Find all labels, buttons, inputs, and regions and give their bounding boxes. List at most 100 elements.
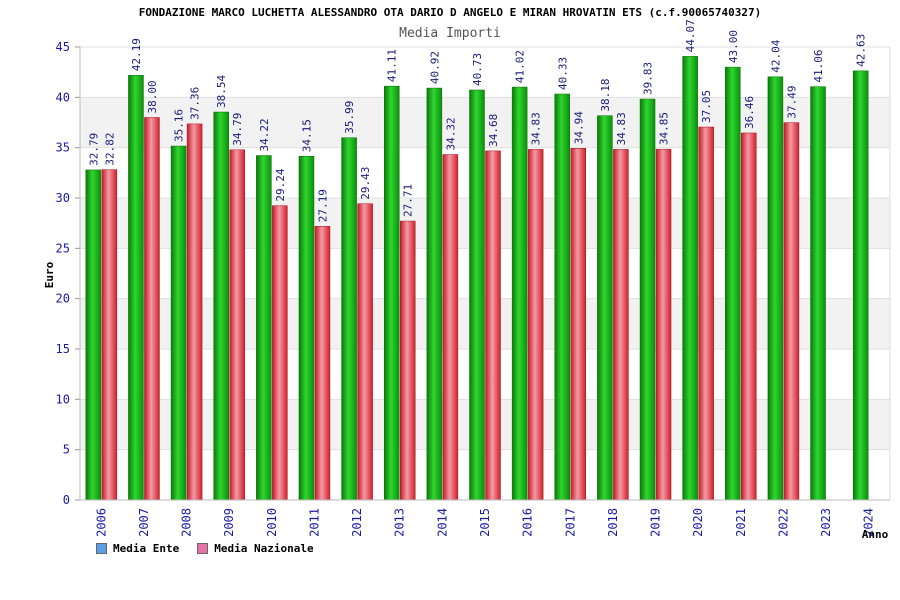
x-tick-label: 2011 <box>307 508 321 537</box>
bar-media-nazionale <box>144 117 160 501</box>
data-label: 40.92 <box>428 51 441 84</box>
x-tick-label: 2019 <box>649 508 663 537</box>
legend-swatch-media-nazionale <box>197 543 209 554</box>
data-label: 34.94 <box>572 111 585 144</box>
bar-media-ente <box>852 70 869 501</box>
data-label: 42.04 <box>769 39 782 72</box>
bar-media-ente <box>298 155 315 501</box>
bar-media-nazionale <box>570 148 587 501</box>
data-label: 29.24 <box>274 168 287 201</box>
y-tick-label: 15 <box>56 342 70 356</box>
bar-media-ente <box>426 87 443 501</box>
data-label: 38.54 <box>215 75 228 108</box>
bar-media-nazionale <box>399 220 416 501</box>
bar-media-nazionale <box>442 154 459 501</box>
x-axis-label: Anno <box>862 528 889 541</box>
data-label: 29.43 <box>359 167 372 200</box>
x-tick-label: 2021 <box>734 508 748 537</box>
bar-media-nazionale <box>655 148 672 501</box>
data-label: 39.83 <box>642 62 655 95</box>
data-label: 41.02 <box>514 50 527 83</box>
x-tick-label: 2018 <box>606 508 620 537</box>
data-label: 37.49 <box>785 85 798 118</box>
bar-media-ente <box>256 155 272 501</box>
data-label: 35.16 <box>173 109 186 142</box>
data-label: 41.11 <box>386 49 399 82</box>
data-label: 27.19 <box>316 189 329 222</box>
data-label: 44.07 <box>684 19 697 52</box>
data-label: 34.68 <box>487 114 500 147</box>
y-tick-label: 30 <box>56 191 70 205</box>
data-label: 32.79 <box>87 133 100 166</box>
y-tick-label: 20 <box>56 292 70 306</box>
bar-media-ente <box>639 98 656 501</box>
x-tick-label: 2022 <box>776 508 790 537</box>
x-tick-label: 2014 <box>435 508 449 537</box>
y-tick-label: 10 <box>56 392 70 406</box>
x-tick-label: 2023 <box>819 508 833 537</box>
data-label: 32.82 <box>103 132 116 165</box>
bar-media-ente <box>128 75 144 501</box>
legend-swatch-media-ente <box>96 543 107 554</box>
axes: 0 5 10 15 20 25 30 35 40 45 2006 2007 2008 2009 2010 20… <box>56 40 891 537</box>
data-label: 34.83 <box>615 112 628 145</box>
x-tick-label: 2016 <box>521 508 535 537</box>
y-tick-label: 40 <box>56 90 70 104</box>
bar-media-ente <box>597 115 613 501</box>
x-tick-label: 2017 <box>563 508 577 537</box>
data-label: 27.71 <box>402 184 415 217</box>
data-label: 34.79 <box>231 113 244 146</box>
bar-media-ente <box>767 76 784 501</box>
data-label: 42.19 <box>130 38 143 71</box>
bar-media-ente <box>725 66 741 501</box>
bars-layer <box>85 56 869 501</box>
x-tick-label: 2008 <box>180 508 194 537</box>
legend-label-media-ente: Media Ente <box>113 542 180 555</box>
legend-item-media-nazionale: Media Nazionale <box>197 542 314 555</box>
y-tick-label: 5 <box>63 443 70 457</box>
data-label: 40.73 <box>471 53 484 86</box>
bar-media-ente <box>170 145 187 501</box>
data-label: 41.06 <box>812 50 825 83</box>
data-label: 38.00 <box>146 80 159 113</box>
data-label: 40.33 <box>556 57 569 90</box>
y-tick-label: 25 <box>56 241 70 255</box>
chart-subtitle: Media Importi <box>399 26 501 41</box>
bar-media-nazionale <box>357 203 373 501</box>
bar-media-ente <box>682 56 698 501</box>
x-tick-label: 2020 <box>691 508 705 537</box>
bar-media-nazionale <box>613 149 629 501</box>
bar-media-ente <box>213 111 229 501</box>
data-label: 34.32 <box>444 117 457 150</box>
data-label: 38.18 <box>599 79 612 112</box>
x-tick-label: 2024 <box>862 508 876 537</box>
y-tick-label: 35 <box>56 141 70 155</box>
bar-media-ente <box>469 89 485 501</box>
x-tick-label: 2015 <box>478 508 492 537</box>
legend-label-media-nazionale: Media Nazionale <box>214 542 314 555</box>
x-tick-label: 2006 <box>94 508 108 537</box>
data-label: 34.83 <box>530 112 543 145</box>
legend-item-media-ente: Media Ente <box>96 542 179 555</box>
y-axis-label: Euro <box>43 261 56 288</box>
data-label: 43.00 <box>727 30 740 63</box>
bar-media-ente <box>810 86 826 501</box>
bar-media-nazionale <box>485 150 501 501</box>
bar-media-ente <box>511 86 528 501</box>
y-tick-label: 0 <box>63 493 70 507</box>
bar-media-ente <box>85 169 102 501</box>
chart-title: FONDAZIONE MARCO LUCHETTA ALESSANDRO OTA… <box>139 6 762 19</box>
data-label: 34.22 <box>258 118 271 151</box>
x-tick-label: 2009 <box>222 508 236 537</box>
bar-media-ente <box>383 85 400 501</box>
x-tick-label: 2007 <box>137 508 151 537</box>
bar-media-nazionale <box>741 132 757 501</box>
bar-media-ente <box>341 137 357 501</box>
y-tick-label: 45 <box>56 40 70 54</box>
bar-media-nazionale <box>698 126 714 501</box>
bar-media-ente <box>554 93 571 501</box>
x-tick-label: 2010 <box>265 508 279 537</box>
bar-media-nazionale <box>101 169 118 501</box>
